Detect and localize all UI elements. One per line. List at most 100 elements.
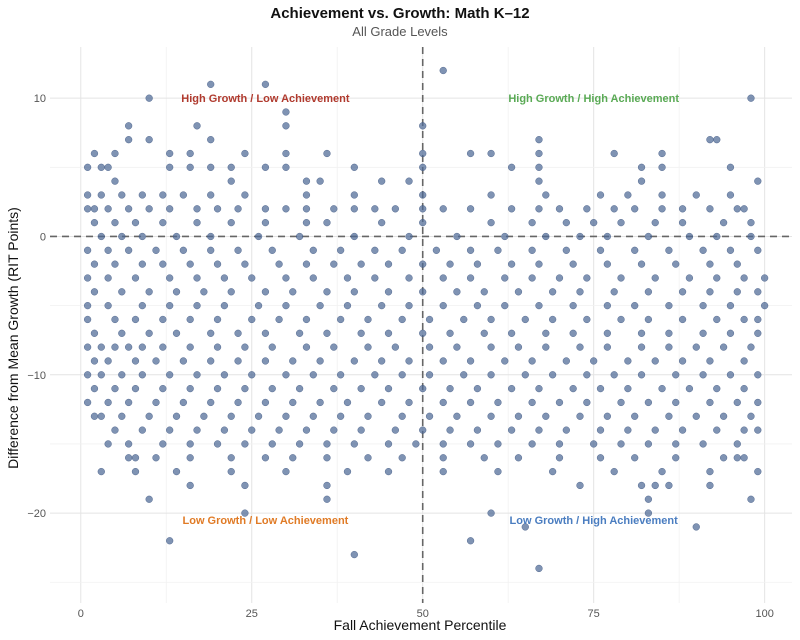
data-point xyxy=(159,260,167,268)
data-point xyxy=(405,357,413,365)
data-point xyxy=(542,329,550,337)
data-point xyxy=(343,398,352,407)
data-point xyxy=(480,454,488,462)
data-point xyxy=(466,274,475,282)
data-point xyxy=(97,371,105,379)
data-point xyxy=(186,163,194,171)
data-point xyxy=(125,136,133,144)
data-point xyxy=(637,343,646,351)
data-point xyxy=(364,315,372,324)
data-point xyxy=(754,398,762,407)
data-point xyxy=(241,385,249,393)
data-point xyxy=(111,177,119,185)
data-point xyxy=(261,219,270,227)
data-point xyxy=(631,302,639,310)
data-point xyxy=(159,385,167,393)
data-point xyxy=(90,385,99,393)
data-point xyxy=(145,288,153,296)
data-point xyxy=(193,219,201,227)
data-point xyxy=(460,315,468,324)
data-point xyxy=(596,385,605,393)
data-point xyxy=(665,302,673,310)
data-point xyxy=(603,232,611,241)
y-tick-label: 0 xyxy=(40,231,46,243)
data-point xyxy=(555,454,564,462)
data-point xyxy=(419,163,427,171)
data-point xyxy=(241,343,249,351)
data-point xyxy=(508,385,516,393)
data-point xyxy=(747,232,755,241)
data-point xyxy=(213,315,222,324)
data-point xyxy=(350,191,358,199)
data-point xyxy=(610,149,618,158)
data-point xyxy=(323,149,331,158)
data-point xyxy=(248,371,256,379)
data-point xyxy=(713,136,721,144)
data-point xyxy=(603,343,611,351)
data-point xyxy=(706,357,714,365)
data-point xyxy=(213,440,222,448)
data-point xyxy=(234,246,242,254)
data-point xyxy=(699,302,707,310)
data-point xyxy=(282,274,290,282)
data-point xyxy=(227,288,235,296)
data-point xyxy=(118,371,126,379)
data-point xyxy=(583,315,591,324)
data-point xyxy=(535,426,543,434)
data-point xyxy=(302,177,311,185)
data-point xyxy=(138,426,146,434)
data-point xyxy=(118,191,126,199)
data-point xyxy=(213,260,222,268)
data-point xyxy=(296,440,304,448)
data-point xyxy=(111,219,119,227)
data-point xyxy=(521,315,529,324)
data-point xyxy=(268,246,276,254)
data-point xyxy=(316,177,324,185)
data-point xyxy=(631,205,639,213)
data-point xyxy=(241,509,249,517)
data-point xyxy=(118,329,126,337)
data-point xyxy=(118,288,126,296)
data-point xyxy=(466,357,475,365)
data-point xyxy=(378,302,386,310)
data-point xyxy=(425,315,434,324)
data-point xyxy=(508,426,516,434)
data-point xyxy=(323,454,331,462)
data-point xyxy=(104,205,112,213)
data-point xyxy=(665,481,673,490)
data-point xyxy=(569,260,577,268)
data-point xyxy=(357,329,365,337)
data-point xyxy=(535,163,543,171)
data-point xyxy=(131,454,140,462)
data-point xyxy=(398,246,406,254)
data-point xyxy=(350,288,358,296)
data-point xyxy=(384,440,393,448)
data-point xyxy=(487,149,495,158)
data-point xyxy=(740,315,748,324)
data-point xyxy=(179,357,187,365)
data-point xyxy=(186,440,194,448)
data-point xyxy=(617,219,625,227)
data-point xyxy=(419,426,427,434)
data-point xyxy=(145,412,153,420)
data-point xyxy=(637,163,646,171)
data-point xyxy=(535,205,543,213)
data-point xyxy=(84,163,92,171)
data-point xyxy=(268,440,276,448)
data-point xyxy=(391,343,399,351)
data-point xyxy=(405,274,413,282)
data-point xyxy=(131,385,140,393)
data-point xyxy=(234,205,242,213)
data-point xyxy=(378,219,386,227)
data-point xyxy=(350,205,358,213)
data-point xyxy=(207,136,215,144)
data-point xyxy=(535,260,543,268)
data-point xyxy=(179,246,187,254)
data-point xyxy=(733,440,741,448)
data-point xyxy=(207,232,215,241)
data-point xyxy=(514,412,523,420)
data-points xyxy=(84,66,769,573)
data-point xyxy=(241,191,249,199)
data-point xyxy=(241,260,249,268)
data-point xyxy=(425,412,434,420)
